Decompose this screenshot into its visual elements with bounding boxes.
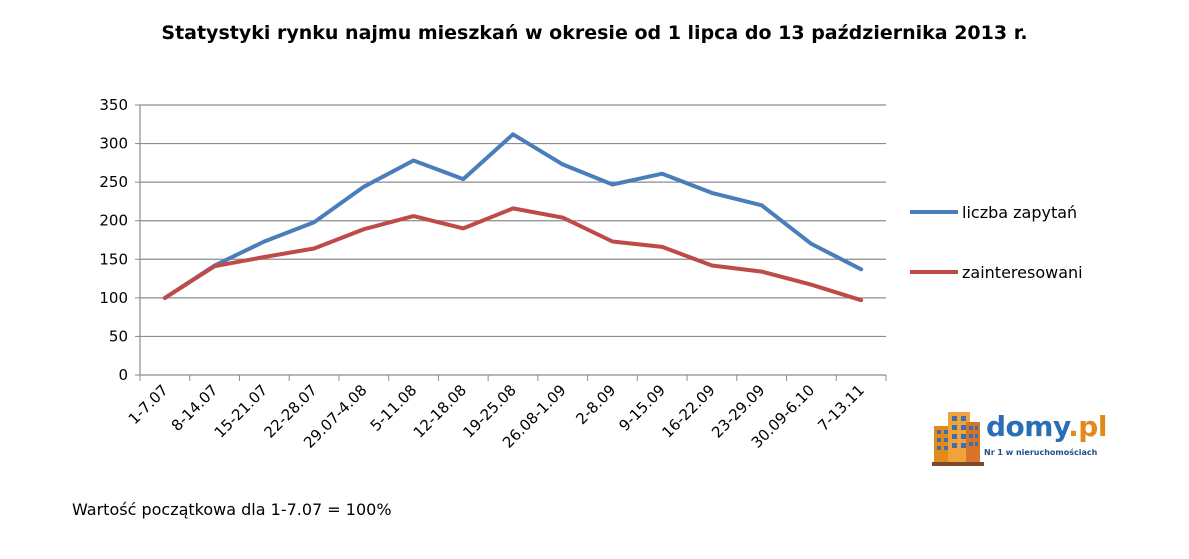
x-axis-labels: 1-7.078-14.0715-21.0722-28.0729.07-4.085… [125,381,868,452]
axes [135,104,887,381]
building-logo-icon [932,412,984,466]
y-tick-label: 250 [99,173,128,191]
chart-title: Statystyki rynku najmu mieszkań w okresi… [161,22,1028,44]
logo-tagline: Nr 1 w nieruchomościach [984,448,1098,457]
series-line-0 [162,132,864,300]
grid-lines [140,104,886,338]
y-axis-labels: 0 50 100 150 200 250 300 350 [99,96,128,384]
y-tick-label: 300 [99,135,128,153]
y-tick-label: 200 [99,212,128,230]
footnote: Wartość początkowa dla 1-7.07 = 100% [72,500,392,519]
x-tick-label: 16-22.09 [658,381,718,441]
x-tick-label: 7-13.11 [814,381,868,435]
y-tick-label: 350 [99,96,128,114]
y-tick-label: 150 [99,250,128,268]
legend: liczba zapytań zainteresowani [910,203,1083,282]
legend-label: zainteresowani [962,263,1083,282]
x-tick-label: 15-21.07 [211,381,271,441]
domy-logo: domy.pl Nr 1 w nieruchomościach [932,408,1132,468]
x-tick-label: 1-7.07 [125,381,172,428]
y-tick-label: 50 [109,327,128,345]
x-tick-label: 12-18.08 [410,381,470,441]
series-lines [162,132,864,303]
logo-brand-text: domy.pl [986,410,1107,443]
y-tick-label: 0 [118,366,128,384]
legend-label: liczba zapytań [962,203,1077,222]
y-tick-label: 100 [99,289,128,307]
series-line-1 [162,206,864,303]
x-tick-label: 2-8.09 [572,381,619,428]
